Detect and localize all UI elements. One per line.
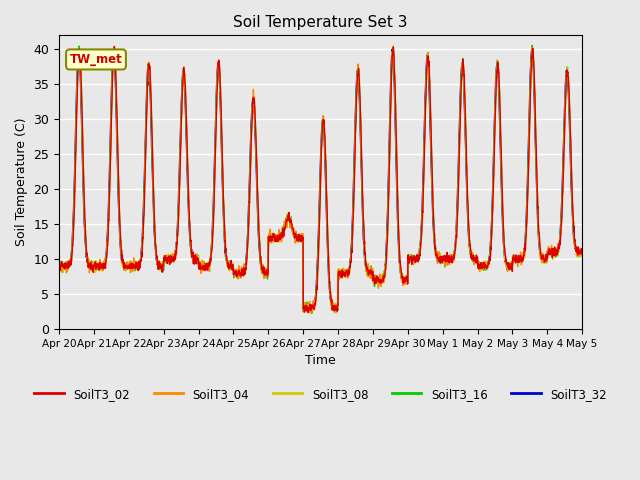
Line: SoilT3_08: SoilT3_08	[59, 46, 582, 313]
SoilT3_16	[201, 264, 209, 270]
SoilT3_16	[308, 311, 316, 316]
SoilT3_04	[348, 251, 355, 256]
SoilT3_32	[75, 46, 83, 51]
SoilT3_02	[300, 309, 308, 315]
SoilT3_08	[389, 43, 397, 49]
SoilT3_02	[55, 265, 63, 271]
SoilT3_04	[305, 310, 312, 316]
Line: SoilT3_16: SoilT3_16	[59, 45, 582, 313]
SoilT3_04	[55, 264, 63, 270]
SoilT3_02	[202, 268, 209, 274]
SoilT3_32	[55, 261, 63, 267]
SoilT3_08	[532, 155, 540, 161]
SoilT3_04	[547, 251, 555, 257]
SoilT3_16	[529, 42, 536, 48]
SoilT3_08	[55, 262, 63, 267]
Line: SoilT3_02: SoilT3_02	[59, 47, 582, 312]
SoilT3_02	[348, 257, 355, 263]
SoilT3_08	[579, 247, 586, 252]
SoilT3_32	[532, 176, 540, 182]
SoilT3_04	[532, 154, 540, 159]
SoilT3_02	[473, 255, 481, 261]
Y-axis label: Soil Temperature (C): Soil Temperature (C)	[15, 118, 28, 246]
X-axis label: Time: Time	[305, 354, 336, 367]
SoilT3_04	[336, 270, 344, 276]
SoilT3_16	[532, 168, 540, 173]
SoilT3_08	[201, 263, 209, 268]
Legend: SoilT3_02, SoilT3_04, SoilT3_08, SoilT3_16, SoilT3_32: SoilT3_02, SoilT3_04, SoilT3_08, SoilT3_…	[29, 383, 612, 405]
SoilT3_04	[579, 248, 586, 254]
SoilT3_16	[336, 269, 344, 275]
SoilT3_02	[111, 44, 118, 49]
SoilT3_08	[331, 310, 339, 316]
SoilT3_16	[347, 254, 355, 260]
SoilT3_08	[347, 257, 355, 263]
Title: Soil Temperature Set 3: Soil Temperature Set 3	[234, 15, 408, 30]
SoilT3_08	[336, 271, 344, 277]
Line: SoilT3_32: SoilT3_32	[59, 48, 582, 310]
SoilT3_02	[547, 250, 555, 256]
SoilT3_16	[55, 265, 63, 271]
SoilT3_32	[202, 263, 209, 269]
SoilT3_04	[473, 257, 481, 263]
SoilT3_08	[473, 253, 481, 259]
SoilT3_04	[202, 261, 209, 267]
SoilT3_32	[348, 243, 355, 249]
SoilT3_32	[307, 307, 315, 313]
SoilT3_02	[579, 250, 586, 256]
Text: TW_met: TW_met	[70, 53, 122, 66]
SoilT3_16	[473, 257, 481, 263]
SoilT3_04	[111, 44, 118, 49]
SoilT3_16	[547, 252, 555, 257]
SoilT3_08	[547, 252, 555, 257]
SoilT3_32	[473, 257, 481, 263]
SoilT3_02	[336, 269, 344, 275]
SoilT3_32	[547, 249, 555, 254]
Line: SoilT3_04: SoilT3_04	[59, 47, 582, 313]
SoilT3_02	[532, 149, 540, 155]
SoilT3_16	[579, 250, 586, 255]
SoilT3_32	[579, 251, 586, 256]
SoilT3_32	[336, 272, 344, 277]
